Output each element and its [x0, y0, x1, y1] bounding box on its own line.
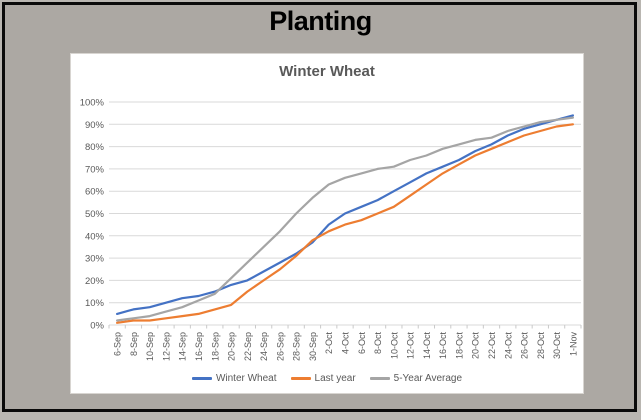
chart-title: Winter Wheat [279, 63, 375, 80]
x-axis-label: 18-Sep [210, 332, 220, 361]
legend-item-winter-wheat[interactable]: Winter Wheat [191, 373, 277, 384]
x-axis-label: 4-Oct [341, 332, 351, 355]
line-chart-svg: 0% 10% 20% 30% 40% 50% 60% 70% 80% 90% 100% 6-Sep 8-… [80, 98, 582, 361]
legend-swatch-5-year-average [369, 377, 390, 380]
y-axis-label: 10% [85, 298, 105, 309]
chart-panel[interactable]: 0% 10% 20% 30% 40% 50% 60% 70% 80% 90% 100% 6-Sep 8-… [70, 53, 584, 394]
series-line-winter-wheat[interactable] [115, 114, 574, 315]
x-axis-label: 20-Sep [227, 332, 237, 361]
y-axis-label: 0% [90, 321, 104, 332]
legend-item-5-year-average[interactable]: 5-Year Average [369, 373, 463, 384]
y-axis-label: 100% [80, 98, 105, 109]
x-axis-label: 16-Oct [438, 332, 448, 360]
x-axis-label: 14-Oct [422, 332, 432, 360]
x-axis-label: 14-Sep [178, 332, 188, 361]
series-line-5-year-average[interactable] [115, 116, 574, 322]
y-axis-label: 90% [85, 120, 105, 131]
x-axis-label: 12-Sep [161, 332, 171, 361]
x-axis-label: 24-Sep [259, 332, 269, 361]
x-axis-label: 22-Sep [243, 332, 253, 361]
x-axis-label: 24-Oct [503, 332, 513, 360]
x-axis-label: 2-Oct [324, 332, 334, 355]
x-axis-label: 18-Oct [454, 332, 464, 360]
x-axis-label: 12-Oct [406, 332, 416, 360]
legend-swatch-last-year [290, 377, 311, 380]
page-title: Planting [269, 6, 372, 36]
y-axis-label: 50% [85, 209, 105, 220]
x-axis-label: 8-Sep [129, 332, 139, 356]
legend-label: 5-Year Average [393, 373, 463, 384]
x-axis-label: 1-Nov [568, 332, 578, 357]
x-axis-label: 30-Sep [308, 332, 318, 361]
x-axis-label: 26-Oct [520, 332, 530, 360]
chart-legend: Winter Wheat Last year 5-Year Average [71, 373, 583, 384]
legend-label: Winter Wheat [215, 373, 277, 384]
x-axis-label: 30-Oct [552, 332, 562, 360]
x-axis-label: 8-Oct [373, 332, 383, 355]
x-axis-label: 6-Sep [113, 332, 123, 356]
y-axis-label: 20% [85, 276, 105, 287]
x-axis-label: 28-Sep [292, 332, 302, 361]
x-axis-label: 16-Sep [194, 332, 204, 361]
x-axis-label: 10-Sep [145, 332, 155, 361]
x-axis-label: 20-Oct [471, 332, 481, 360]
y-axis-label: 40% [85, 231, 105, 242]
legend-item-last-year[interactable]: Last year [290, 373, 356, 384]
series-line-last-year[interactable] [115, 123, 574, 324]
x-axis-label: 28-Oct [536, 332, 546, 360]
y-axis-label: 70% [85, 164, 105, 175]
x-axis-label: 22-Oct [487, 332, 497, 360]
legend-swatch-winter-wheat [191, 377, 212, 380]
x-axis-label: 6-Oct [357, 332, 367, 355]
y-axis-label: 60% [85, 187, 105, 198]
y-axis-label: 30% [85, 254, 105, 265]
x-axis-label: 10-Oct [389, 332, 399, 360]
legend-label: Last year [314, 373, 356, 384]
x-axis-label: 26-Sep [275, 332, 285, 361]
y-axis-label: 80% [85, 142, 105, 153]
